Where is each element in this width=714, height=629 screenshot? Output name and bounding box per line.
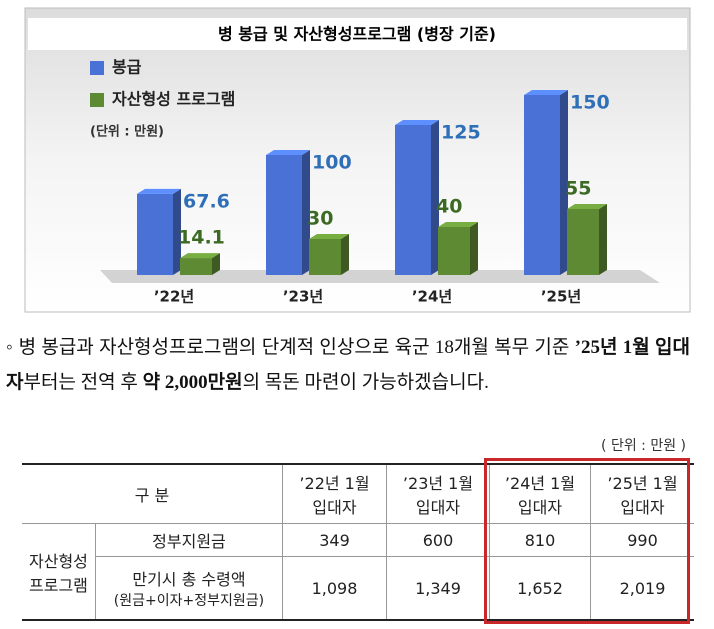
bar-top	[137, 188, 181, 194]
x-tick-label: ’25년	[541, 288, 581, 306]
table: 구 분 ’22년 1월 입대자 ’23년 1월 입대자 ’24년 1월 입대자 ’25년 1월…	[22, 463, 694, 621]
bar-top	[180, 253, 220, 259]
row-label: 정부지원금	[94, 523, 284, 557]
chart-title: 병 봉급 및 자산형성프로그램 (병장 기준)	[218, 25, 496, 44]
bar-side	[173, 188, 181, 275]
label-line: 만기시 총 수령액	[132, 570, 246, 589]
bar-top	[309, 234, 349, 239]
cell: 810	[489, 523, 591, 557]
bar	[438, 222, 478, 275]
bar	[137, 188, 181, 275]
bar-top	[567, 204, 607, 209]
header-line: ’23년 1월	[402, 474, 474, 493]
unit: ( 단위 : 만원 )	[601, 438, 686, 454]
bar-face	[180, 258, 212, 275]
cell: 2,019	[590, 556, 694, 621]
bar-top	[524, 90, 568, 95]
chart: 병 봉급 및 자산형성프로그램 (병장 기준) (단위 : 만원) 봉급자산형성…	[24, 7, 691, 313]
bar-side	[560, 90, 568, 275]
bar-side	[599, 204, 607, 275]
value-label: 40	[436, 196, 462, 218]
bar-top	[395, 120, 439, 125]
legend-swatch	[90, 61, 104, 75]
legend-label: 자산형성 프로그램	[112, 90, 235, 109]
unit-note: (단위 : 만원)	[90, 124, 164, 140]
value-label: 125	[441, 122, 481, 144]
cell: 1,652	[489, 556, 591, 621]
header-line: ’22년 1월	[299, 474, 370, 493]
bar	[180, 253, 220, 275]
bar	[309, 234, 349, 275]
bar	[567, 204, 607, 275]
cell: 349	[282, 523, 387, 557]
cell: 1,349	[386, 556, 490, 621]
bar-side	[302, 150, 310, 275]
bar-side	[212, 253, 220, 275]
header-line: ’25년 1월	[607, 474, 678, 493]
bar-face	[266, 155, 302, 275]
header-line: 입대자	[415, 498, 461, 517]
paragraph: ◦ 병 봉급과 자산형성프로그램의 단계적 인상으로 육군 18개월 복무 기준…	[6, 330, 690, 400]
cell: 600	[386, 523, 490, 557]
x-tick-label: ’24년	[412, 288, 452, 306]
bar-side	[470, 222, 478, 275]
text-segment: 의 목돈 마련이 가능하겠습니다.	[242, 372, 489, 393]
text-segment: 부터는 전역 후	[23, 372, 143, 393]
bar-face	[137, 193, 173, 275]
bar	[395, 120, 439, 275]
value-label: 150	[570, 92, 610, 114]
bar-face	[567, 209, 599, 275]
bar-face	[309, 239, 341, 275]
value-label: 67.6	[183, 190, 230, 212]
title-bar	[28, 18, 687, 50]
text-segment: ’25년 1월 입대자	[6, 337, 690, 393]
header-line: 입대자	[517, 498, 563, 517]
cell: 1,098	[282, 556, 387, 621]
header-line: 입대자	[620, 498, 665, 517]
bar-top	[438, 222, 478, 227]
row-label: 만기시 총 수령액 (원금+이자+정부지원금)	[94, 556, 284, 621]
header-line: 입대자	[312, 498, 357, 517]
corner-cell: 구 분	[22, 463, 283, 524]
bar-face	[395, 125, 431, 275]
bar	[266, 150, 310, 275]
value-label: 30	[307, 208, 333, 230]
value-label: 55	[565, 178, 591, 200]
value-label: 100	[312, 152, 352, 174]
group-line: 프로그램	[29, 575, 88, 595]
legend-label: 봉급	[112, 58, 142, 77]
bar-face	[438, 227, 470, 275]
bar-face	[524, 95, 560, 275]
bar	[524, 90, 568, 275]
cell: 990	[590, 523, 694, 557]
bullet: ◦	[6, 337, 19, 358]
x-tick-label: ’23년	[283, 288, 323, 306]
bar-side	[341, 234, 349, 275]
header-line: ’24년 1월	[504, 474, 576, 493]
text-segment: 병 봉급과 자산형성프로그램의 단계적 인상으로 육군 18개월 복무 기준	[18, 337, 575, 358]
row: 만기시 총 수령액 (원금+이자+정부지원금) 1,098 1,349 1,652 2,0…	[22, 556, 694, 621]
label-line: (원금+이자+정부지원금)	[113, 593, 265, 609]
floor	[100, 270, 660, 283]
header-row: 구 분 ’22년 1월 입대자 ’23년 1월 입대자 ’24년 1월 입대자 ’25년 1월…	[22, 463, 694, 524]
x-tick-label: ’22년	[154, 288, 194, 306]
label-line: 정부지원금	[152, 532, 226, 551]
bar-side	[431, 120, 439, 275]
text-segment: 약 2,000만원	[142, 372, 243, 393]
value-label: 14.1	[178, 227, 225, 249]
highlight-box	[484, 458, 690, 624]
bar-top	[266, 150, 310, 155]
group-line: 자산형성	[29, 551, 88, 571]
legend-swatch	[90, 93, 104, 107]
